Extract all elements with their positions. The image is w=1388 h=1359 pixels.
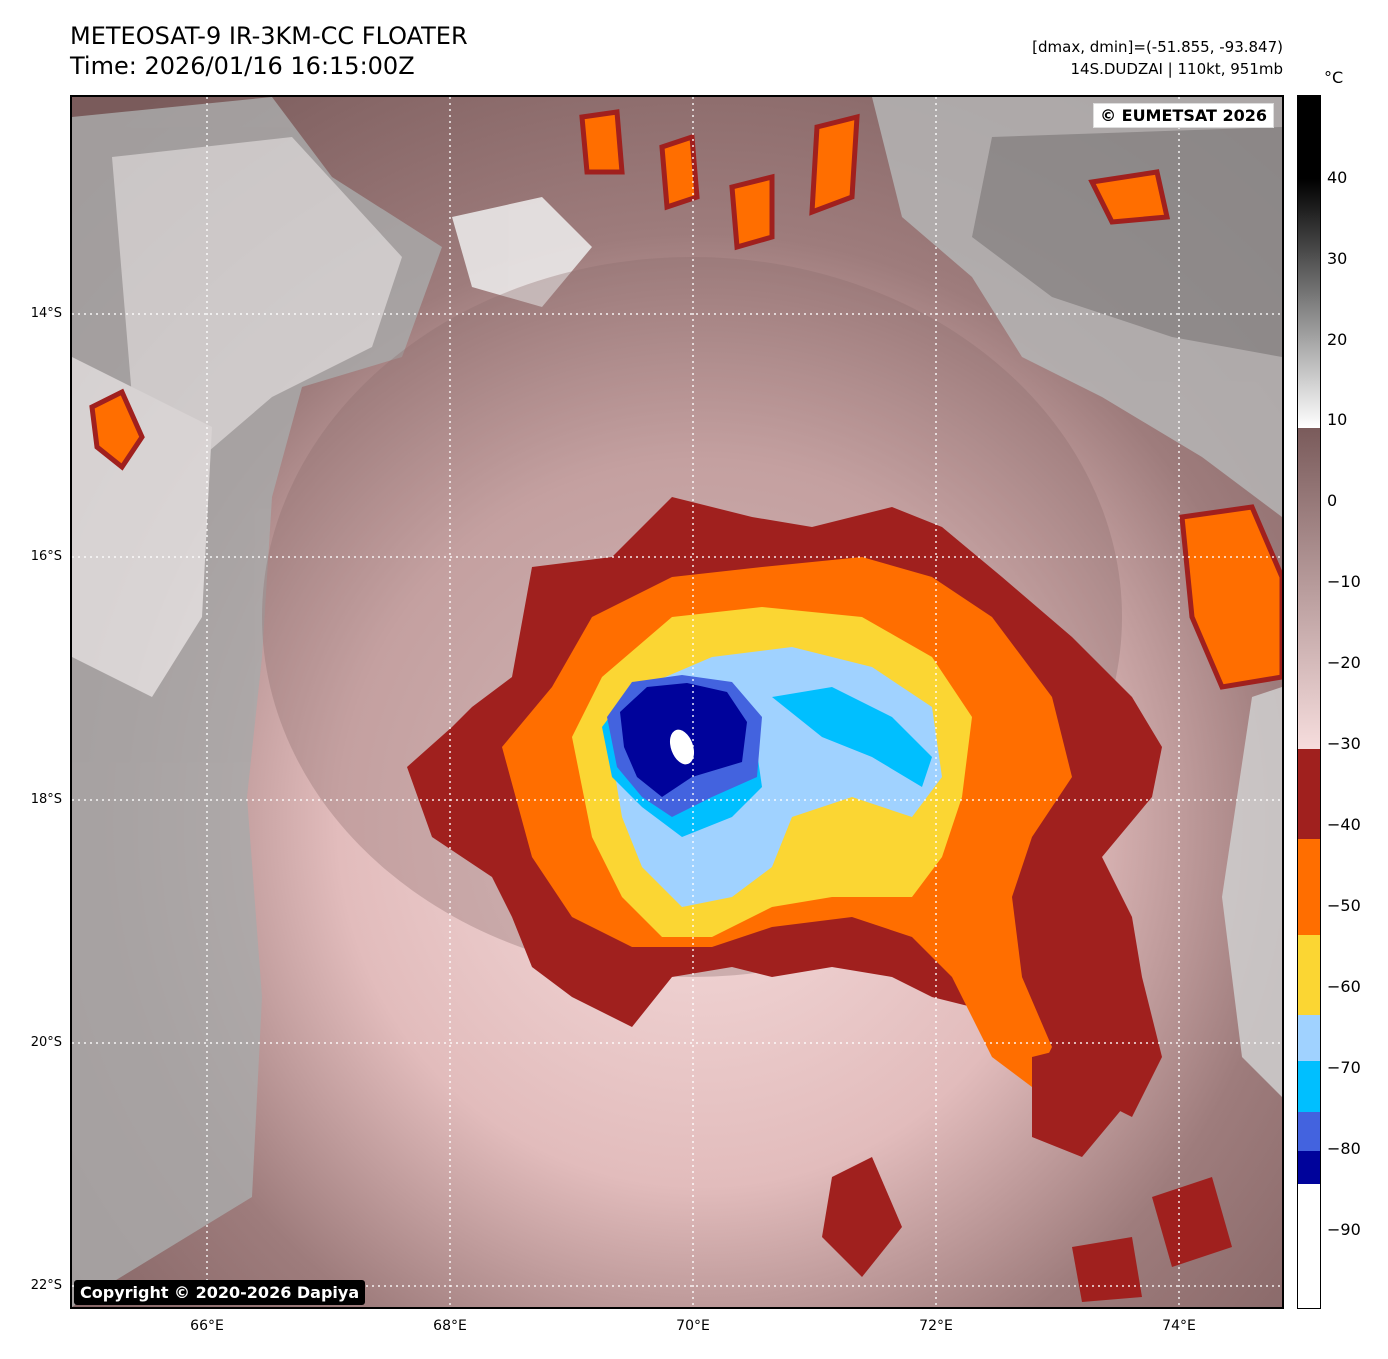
colorbar-tick: 10 [1327,410,1348,429]
eumetsat-watermark: © EUMETSAT 2026 [1093,103,1274,128]
isolated-convection [89,109,1282,690]
colorbar-tick: −20 [1327,653,1361,672]
lat-label-14s: 14°S [30,306,62,321]
colorbar-tick: −90 [1327,1220,1361,1239]
lon-label-68e: 68°E [433,1318,467,1334]
image-title: METEOSAT-9 IR-3KM-CC FLOATER [70,22,468,50]
image-timestamp: Time: 2026/01/16 16:15:00Z [70,52,415,80]
hurricane-eye [669,729,695,765]
colorbar-tick: −80 [1327,1139,1361,1158]
colorbar-tick: 20 [1327,330,1348,349]
lon-label-74e: 74°E [1162,1318,1196,1334]
ir-cloud-imagery [72,97,1282,1307]
colorbar [1297,95,1321,1309]
lat-label-22s: 22°S [30,1278,62,1293]
colorbar-tick: −60 [1327,977,1361,996]
colorbar-tick: 30 [1327,249,1348,268]
colorbar-tick: −10 [1327,572,1361,591]
copyright-watermark: Copyright © 2020-2026 Dapiya [74,1280,366,1305]
colorbar-unit: °C [1324,68,1344,87]
outer-rainbands [822,1037,1232,1302]
colorbar-gradient [1298,96,1320,1308]
colorbar-tick: 0 [1327,491,1338,510]
storm-info-label: 14S.DUDZAI | 110kt, 951mb [1070,60,1283,78]
lon-label-70e: 70°E [676,1318,710,1334]
lat-label-20s: 20°S [30,1035,62,1050]
colorbar-tick: −30 [1327,734,1361,753]
lat-label-18s: 18°S [30,792,62,807]
gray-cloud-bands [72,97,1282,1307]
colorbar-tick: −50 [1327,896,1361,915]
data-range-label: [dmax, dmin]=(-51.855, -93.847) [1032,38,1283,56]
lat-label-16s: 16°S [30,549,62,564]
colorbar-tick: −40 [1327,815,1361,834]
lon-label-66e: 66°E [190,1318,224,1334]
satellite-image: © EUMETSAT 2026 Copyright © 2020-2026 Da… [70,95,1284,1309]
convective-core [407,497,1162,1117]
colorbar-tick: 40 [1327,168,1348,187]
colorbar-tick: −70 [1327,1058,1361,1077]
lon-label-72e: 72°E [919,1318,953,1334]
grid-lines [72,97,1282,1307]
